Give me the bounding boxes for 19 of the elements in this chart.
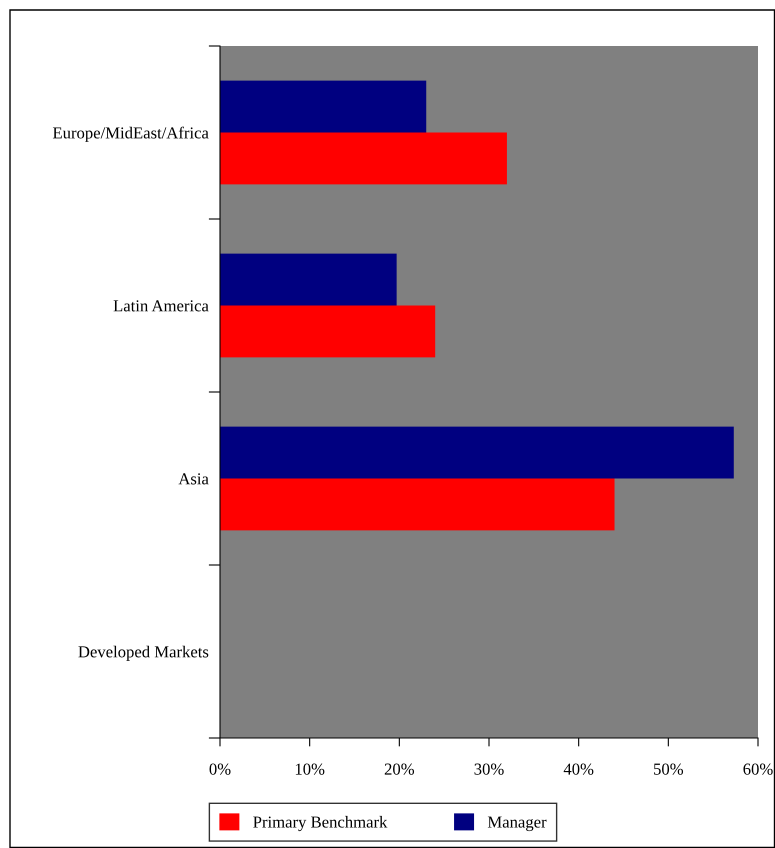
y-tick-label: Asia	[178, 473, 209, 484]
legend-label: Primary Benchmark	[253, 816, 388, 832]
y-tick-label: Latin America	[114, 300, 209, 312]
x-tick-label: 10%	[296, 763, 324, 775]
x-tick-label: 30%	[474, 763, 504, 775]
bar	[220, 80, 426, 132]
x-tick-label: 60%	[743, 763, 773, 775]
bar	[220, 306, 436, 358]
legend-label: Manager	[488, 816, 546, 832]
x-tick-label: 0%	[210, 763, 231, 775]
y-tick-label: Europe/MidEast/Africa	[52, 126, 209, 142]
bar	[220, 132, 507, 184]
y-tick-label: Developed Markets	[78, 646, 208, 661]
bar	[220, 254, 397, 306]
x-tick-label: 20%	[384, 763, 414, 775]
x-tick-label: 50%	[654, 763, 684, 775]
x-tick-label: 40%	[564, 763, 594, 775]
bar	[220, 478, 615, 530]
bar	[220, 426, 734, 478]
